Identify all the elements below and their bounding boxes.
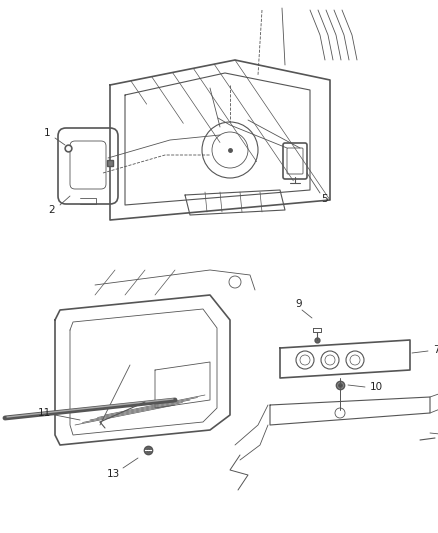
Text: 9: 9 [296, 299, 302, 309]
Text: 5: 5 [321, 194, 328, 204]
Text: 13: 13 [106, 469, 120, 479]
Text: 11: 11 [37, 408, 51, 418]
Text: 10: 10 [369, 382, 382, 392]
Text: 1: 1 [44, 128, 50, 138]
Text: 7: 7 [433, 345, 438, 355]
Text: 2: 2 [49, 205, 55, 215]
